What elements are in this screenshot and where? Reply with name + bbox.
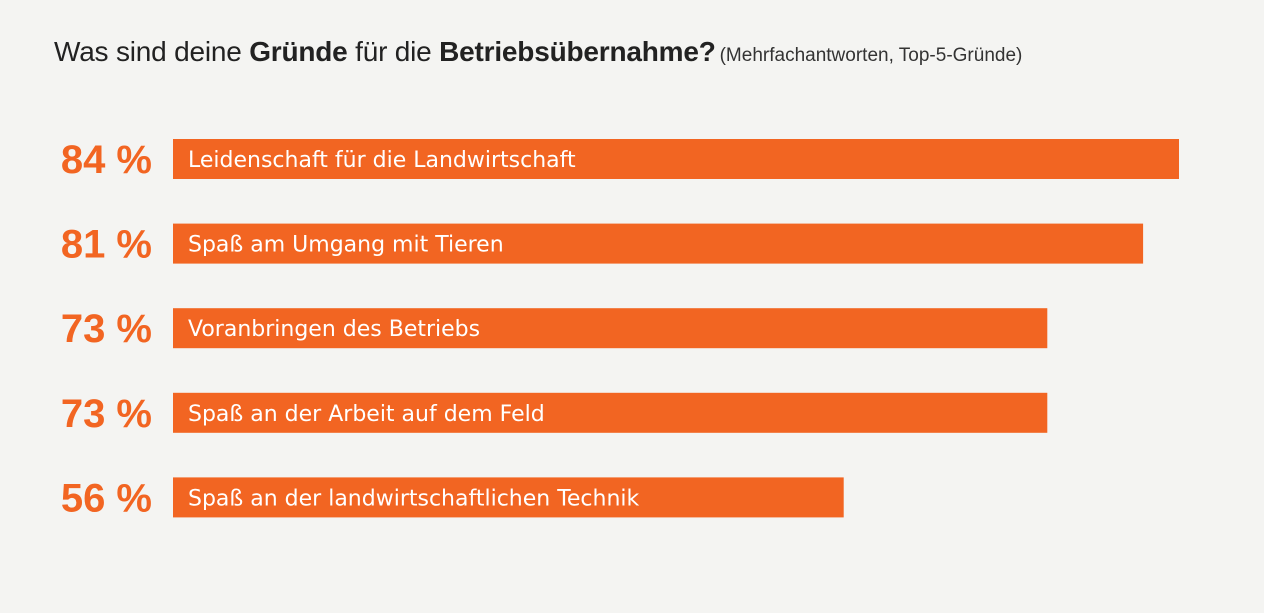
bar <box>173 308 1048 349</box>
category-label: Spaß an der Arbeit auf dem Feld <box>188 402 545 427</box>
value-label: 73 % <box>61 307 152 351</box>
title-text-2: für die <box>347 36 440 67</box>
bar <box>173 477 844 518</box>
value-label: 81 % <box>61 223 152 267</box>
category-label: Spaß am Umgang mit Tieren <box>188 233 504 258</box>
bar <box>173 392 1048 433</box>
category-label: Spaß an der landwirtschaftlichen Technik <box>188 486 640 511</box>
category-label: Leidenschaft für die Landwirtschaft <box>188 148 576 173</box>
title-bold-1: Gründe <box>249 36 348 67</box>
bar-row: 73 % Spaß an der Arbeit auf dem Feld <box>61 392 1048 436</box>
bar <box>173 223 1144 264</box>
title-text-1: Was sind deine <box>54 36 250 67</box>
bar-row: 73 % Voranbringen des Betriebs <box>61 307 1048 351</box>
chart-title: Was sind deine Gründe für die Betriebsüb… <box>54 34 1022 74</box>
bar-row: 56 % Spaß an der landwirtschaftlichen Tec… <box>61 476 844 520</box>
value-label: 73 % <box>61 392 152 436</box>
bar <box>173 139 1179 179</box>
bar-row: 84 % Leidenschaft für die Landwirtschaft <box>61 138 1179 182</box>
title-bold-2: Betriebsübernahme? <box>439 36 716 67</box>
title-note: (Mehrfachantworten, Top-5-Gründe) <box>719 45 1023 66</box>
bar-row: 81 % Spaß am Umgang mit Tieren <box>61 223 1144 267</box>
value-label: 84 % <box>61 138 152 182</box>
value-label: 56 % <box>61 476 152 520</box>
category-label: Voranbringen des Betriebs <box>188 317 480 342</box>
